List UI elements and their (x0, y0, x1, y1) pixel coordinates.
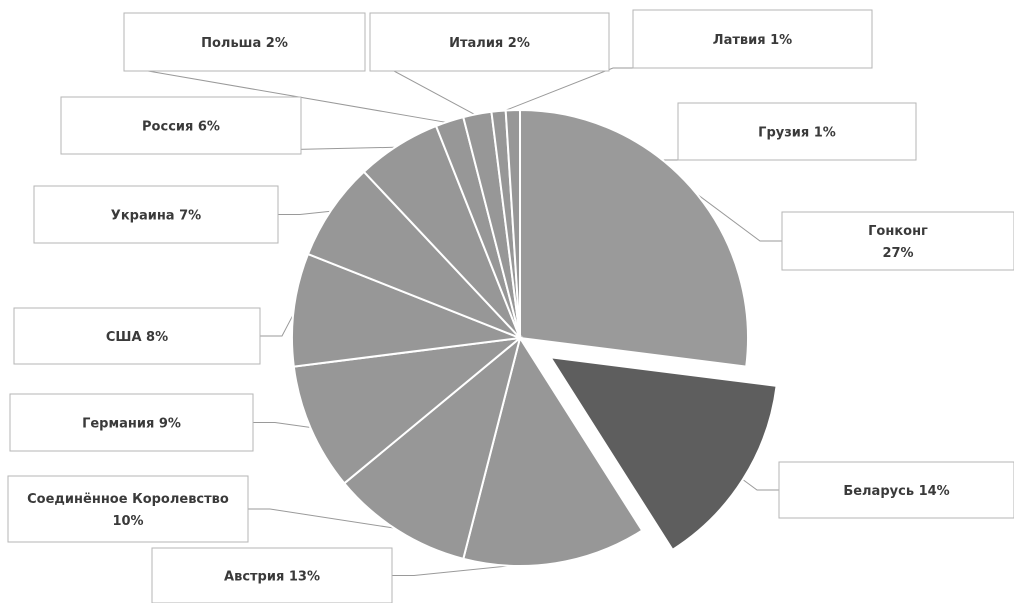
slice-label-сша: США 8% (106, 330, 168, 345)
slice-label-соединённое-королевство: Соединённое Королевство (27, 492, 229, 507)
slice-label-соединённое-королевство: 10% (112, 514, 143, 529)
leader-line-гонконг (689, 188, 782, 242)
leader-line-латвия (498, 67, 635, 114)
slice-грузия (504, 108, 521, 339)
slice-германия (292, 336, 524, 485)
slice-гонконг (519, 108, 749, 368)
slice-label-грузия: Грузия 1% (758, 126, 836, 141)
label-box-германия (9, 393, 254, 452)
slice-сша (291, 252, 521, 368)
leader-line-сша (260, 309, 297, 337)
label-box-гонконг (781, 211, 1014, 271)
slice-беларусь (548, 356, 778, 552)
label-box-грузия (677, 102, 917, 161)
slice-австрия (462, 335, 644, 567)
slice-label-украина: Украина 7% (111, 209, 201, 224)
slice-labels: Гонконг 27% Беларусь 14% Австрия 13% Соединё… (7, 9, 1014, 603)
leader-line-беларусь (740, 477, 779, 491)
label-box-украина (33, 185, 279, 244)
label-box-латвия (632, 9, 873, 69)
label-box-австрия (151, 547, 393, 603)
slice-label-польша: Польша 2% (201, 36, 288, 51)
slice-label-беларусь: Беларусь 14% (843, 484, 949, 499)
label-box-россия (60, 96, 302, 155)
leader-line-италия (372, 70, 478, 117)
slice-label-италия: Италия 2% (449, 36, 530, 51)
slice-label-гонконг: Гонконг (868, 224, 928, 239)
slice-соединённое-королевство (342, 335, 522, 561)
label-box-италия (369, 12, 610, 72)
pie-slices (291, 108, 778, 567)
label-box-соединённое-королевство (7, 475, 249, 543)
label-box-беларусь (778, 461, 1014, 519)
slice-label-латвия: Латвия 1% (713, 33, 792, 48)
label-box-сша (13, 307, 261, 365)
leader-line-украина (278, 210, 334, 215)
slice-label-гонконг: 27% (882, 246, 913, 261)
leader-line-германия (253, 422, 313, 429)
slice-label-германия: Германия 9% (82, 417, 181, 432)
slice-label-россия: Россия 6% (142, 120, 220, 135)
slice-label-австрия: Австрия 13% (224, 570, 320, 585)
leader-line-соединённое-королевство (248, 508, 399, 530)
label-box-польша (123, 12, 366, 72)
